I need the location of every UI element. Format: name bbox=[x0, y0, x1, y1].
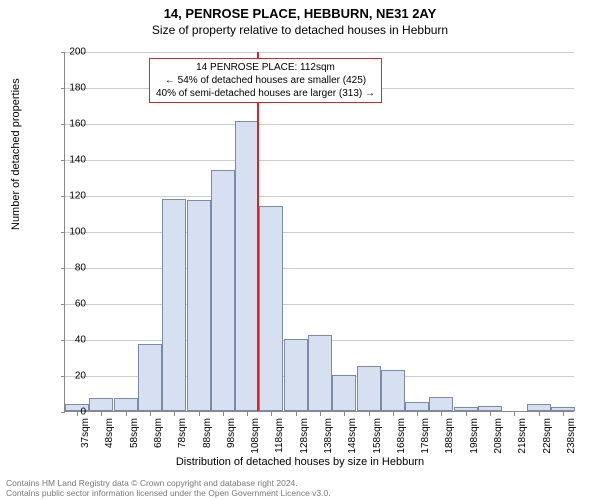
histogram-chart: 14 PENROSE PLACE: 112sqm← 54% of detache… bbox=[64, 52, 574, 412]
y-tick-label: 40 bbox=[56, 335, 86, 346]
histogram-bar bbox=[357, 366, 381, 411]
histogram-bar bbox=[454, 407, 478, 411]
histogram-bar bbox=[527, 404, 551, 411]
histogram-bar bbox=[235, 121, 259, 411]
histogram-bar bbox=[162, 199, 186, 411]
y-tick-label: 120 bbox=[56, 191, 86, 202]
x-tick-label: 238sqm bbox=[566, 418, 577, 454]
x-tick-label: 158sqm bbox=[372, 418, 383, 454]
marker-line bbox=[257, 52, 259, 411]
y-tick-label: 0 bbox=[56, 407, 86, 418]
x-tick-mark bbox=[223, 412, 224, 416]
gridline bbox=[65, 232, 574, 233]
x-tick-label: 128sqm bbox=[299, 418, 310, 454]
x-tick-mark bbox=[441, 412, 442, 416]
x-tick-label: 58sqm bbox=[129, 418, 140, 448]
x-tick-mark bbox=[344, 412, 345, 416]
x-tick-mark bbox=[296, 412, 297, 416]
y-tick-label: 140 bbox=[56, 155, 86, 166]
x-tick-label: 228sqm bbox=[542, 418, 553, 454]
histogram-bar bbox=[478, 406, 502, 411]
histogram-bar bbox=[405, 402, 429, 411]
footer-attribution: Contains HM Land Registry data © Crown c… bbox=[6, 478, 331, 498]
gridline bbox=[65, 160, 574, 161]
x-tick-mark bbox=[271, 412, 272, 416]
x-tick-label: 218sqm bbox=[517, 418, 528, 454]
x-tick-mark bbox=[539, 412, 540, 416]
x-tick-label: 108sqm bbox=[250, 418, 261, 454]
histogram-bar bbox=[211, 170, 235, 411]
x-tick-mark bbox=[174, 412, 175, 416]
gridline bbox=[65, 196, 574, 197]
histogram-bar bbox=[138, 344, 162, 411]
x-tick-mark bbox=[150, 412, 151, 416]
x-tick-mark bbox=[563, 412, 564, 416]
page-subtitle: Size of property relative to detached ho… bbox=[0, 23, 600, 37]
x-tick-label: 78sqm bbox=[177, 418, 188, 448]
x-tick-mark bbox=[393, 412, 394, 416]
x-tick-label: 168sqm bbox=[396, 418, 407, 454]
page-title: 14, PENROSE PLACE, HEBBURN, NE31 2AY bbox=[0, 6, 600, 21]
x-tick-label: 48sqm bbox=[104, 418, 115, 448]
histogram-bar bbox=[114, 398, 138, 411]
footer-line-1: Contains HM Land Registry data © Crown c… bbox=[6, 478, 331, 488]
annotation-box: 14 PENROSE PLACE: 112sqm← 54% of detache… bbox=[149, 58, 382, 103]
y-tick-label: 60 bbox=[56, 299, 86, 310]
x-tick-label: 188sqm bbox=[444, 418, 455, 454]
annotation-line: ← 54% of detached houses are smaller (42… bbox=[156, 74, 375, 87]
gridline bbox=[65, 268, 574, 269]
footer-line-2: Contains public sector information licen… bbox=[6, 488, 331, 498]
x-tick-mark bbox=[320, 412, 321, 416]
annotation-line: 40% of semi-detached houses are larger (… bbox=[156, 87, 375, 100]
x-tick-mark bbox=[466, 412, 467, 416]
x-tick-label: 208sqm bbox=[493, 418, 504, 454]
x-tick-mark bbox=[417, 412, 418, 416]
x-tick-mark bbox=[101, 412, 102, 416]
histogram-bar bbox=[332, 375, 356, 411]
gridline bbox=[65, 124, 574, 125]
histogram-bar bbox=[551, 407, 575, 411]
gridline bbox=[65, 52, 574, 53]
x-tick-mark bbox=[490, 412, 491, 416]
histogram-bar bbox=[187, 200, 211, 411]
x-tick-label: 198sqm bbox=[469, 418, 480, 454]
y-tick-label: 180 bbox=[56, 83, 86, 94]
y-tick-label: 80 bbox=[56, 263, 86, 274]
y-axis-label: Number of detached properties bbox=[10, 78, 22, 230]
y-tick-label: 200 bbox=[56, 47, 86, 58]
x-tick-mark bbox=[369, 412, 370, 416]
x-tick-label: 118sqm bbox=[274, 418, 285, 453]
annotation-line: 14 PENROSE PLACE: 112sqm bbox=[156, 61, 375, 74]
y-tick-label: 160 bbox=[56, 119, 86, 130]
gridline bbox=[65, 304, 574, 305]
histogram-bar bbox=[429, 397, 453, 411]
x-tick-label: 178sqm bbox=[420, 418, 431, 454]
histogram-bar bbox=[381, 370, 405, 411]
x-tick-label: 148sqm bbox=[347, 418, 358, 454]
histogram-bar bbox=[308, 335, 332, 411]
x-tick-label: 68sqm bbox=[153, 418, 164, 448]
x-tick-mark bbox=[247, 412, 248, 416]
histogram-bar bbox=[89, 398, 113, 411]
y-tick-label: 100 bbox=[56, 227, 86, 238]
x-tick-label: 88sqm bbox=[202, 418, 213, 448]
x-axis-label: Distribution of detached houses by size … bbox=[0, 456, 600, 468]
x-tick-mark bbox=[126, 412, 127, 416]
x-tick-label: 138sqm bbox=[323, 418, 334, 454]
histogram-bar bbox=[284, 339, 308, 411]
x-tick-label: 98sqm bbox=[226, 418, 237, 448]
x-tick-mark bbox=[199, 412, 200, 416]
histogram-bar bbox=[259, 206, 283, 411]
y-tick-label: 20 bbox=[56, 371, 86, 382]
x-tick-label: 37sqm bbox=[80, 418, 91, 448]
x-tick-mark bbox=[514, 412, 515, 416]
